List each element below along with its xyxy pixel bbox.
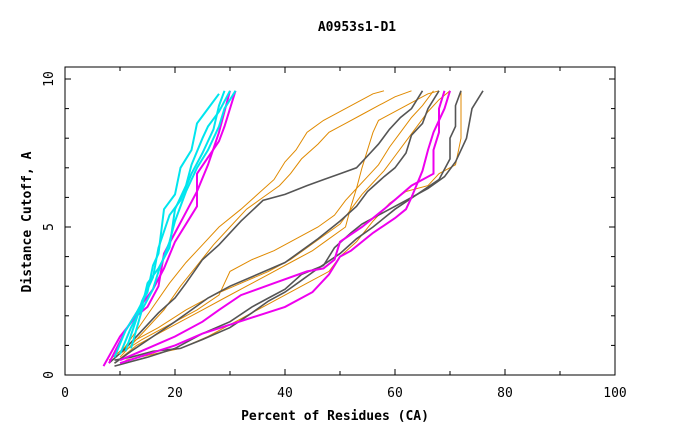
ticks: 0 20 40 60 80 100 0 5 10: [42, 67, 627, 401]
series-line-cyan-1: [113, 93, 220, 358]
y-axis-label: Distance Cutoff, A: [20, 151, 35, 292]
series-line-cyan-3: [124, 90, 226, 352]
series-line-orange-5: [125, 90, 462, 361]
series-line-gray-1: [114, 90, 440, 364]
x-axis-label: Percent of Residues (CA): [241, 409, 429, 424]
x-tick-label: 60: [387, 386, 403, 401]
series-line-orange-6: [114, 90, 440, 364]
series-line-magenta-1: [102, 90, 231, 367]
series-line-orange-2: [114, 90, 434, 358]
y-tick-label: 5: [42, 223, 57, 231]
x-tick-label: 80: [497, 386, 513, 401]
series-line-gray-2: [114, 90, 462, 361]
plot-frame: [64, 66, 616, 376]
series-line-orange-1: [108, 90, 451, 361]
x-tick-label: 0: [61, 386, 69, 401]
series-line-gray-4: [108, 90, 424, 364]
x-tick-label: 100: [603, 386, 626, 401]
series-line-magenta-4: [119, 90, 446, 362]
x-tick-label: 20: [167, 386, 183, 401]
series-line-cyan-4: [130, 90, 237, 349]
y-tick-label: 10: [42, 71, 57, 87]
series-line-orange-3: [119, 90, 412, 358]
x-tick-label: 40: [277, 386, 293, 401]
series-line-orange-4: [119, 90, 385, 355]
series-line-magenta-3: [119, 90, 451, 365]
series-layer: [102, 90, 484, 367]
chart-title: A0953s1-D1: [318, 20, 396, 35]
y-tick-label: 0: [42, 371, 57, 379]
